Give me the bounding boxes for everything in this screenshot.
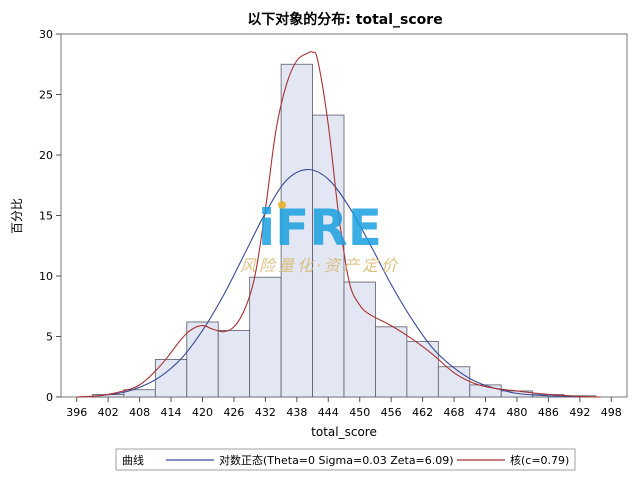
x-tick-label-444: 444 xyxy=(318,406,339,419)
watermark-logo: iFRE 风险量化·资产定价 xyxy=(240,199,400,275)
x-tick-label-498: 498 xyxy=(601,406,622,419)
x-tick-label-480: 480 xyxy=(506,406,527,419)
histogram-bar-2 xyxy=(154,359,188,398)
x-tick-label-468: 468 xyxy=(444,406,465,419)
chart-title: 以下对象的分布: total_score xyxy=(247,11,442,28)
histogram-bar-9 xyxy=(375,326,408,398)
y-tick-label-0: 0 xyxy=(46,391,53,404)
x-tick-label-486: 486 xyxy=(538,406,559,419)
x-tick-label-492: 492 xyxy=(569,406,590,419)
y-tick-label-20: 20 xyxy=(39,149,53,162)
density-curves xyxy=(76,51,601,398)
histogram-bar-4 xyxy=(217,330,251,398)
histogram-bar-8 xyxy=(343,281,376,398)
x-tick-label-474: 474 xyxy=(475,406,496,419)
curve-kernel xyxy=(76,51,601,398)
y-tick-label-25: 25 xyxy=(39,89,53,102)
x-axis-label: total_score xyxy=(311,425,377,439)
y-tick-label-5: 5 xyxy=(46,331,53,344)
x-tick-label-396: 396 xyxy=(66,406,87,419)
x-tick-label-462: 462 xyxy=(412,406,433,419)
legend-entry-kernel: 核(c=0.79) xyxy=(510,453,569,467)
legend-title: 曲线 xyxy=(122,453,144,467)
logo-dot-icon xyxy=(278,201,286,209)
watermark-logo-text: iFRE xyxy=(258,199,382,257)
x-tick-label-420: 420 xyxy=(192,406,213,419)
legend-entry-lognormal: 对数正态(Theta=0 Sigma=0.03 Zeta=6.09) xyxy=(219,453,454,467)
x-tick-label-426: 426 xyxy=(223,406,244,419)
legend: 曲线 对数正态(Theta=0 Sigma=0.03 Zeta=6.09) 核(… xyxy=(115,448,576,471)
x-tick-label-456: 456 xyxy=(381,406,402,419)
x-tick-label-432: 432 xyxy=(255,406,276,419)
x-tick-label-408: 408 xyxy=(129,406,150,419)
watermark-tagline: 风险量化·资产定价 xyxy=(240,256,400,275)
histogram-bar-6 xyxy=(280,63,313,398)
x-tick-label-414: 414 xyxy=(161,406,182,419)
histogram-bar-5 xyxy=(249,276,282,398)
x-tick-label-450: 450 xyxy=(349,406,370,419)
y-tick-label-10: 10 xyxy=(39,270,53,283)
x-tick-label-438: 438 xyxy=(286,406,307,419)
legend-frame xyxy=(115,448,576,471)
histogram-bar-3 xyxy=(186,321,219,398)
y-axis-label: 百分比 xyxy=(10,198,24,234)
y-axis: 0 5 10 15 20 25 30 xyxy=(39,28,61,404)
x-tick-label-402: 402 xyxy=(98,406,119,419)
histogram-bars xyxy=(92,63,596,398)
y-tick-label-15: 15 xyxy=(39,210,53,223)
histogram-bar-11 xyxy=(437,366,471,398)
x-axis: 396 402 408 414 420 426 432 438 444 450 456 462 468 4… xyxy=(66,397,622,419)
y-tick-label-30: 30 xyxy=(39,28,53,41)
